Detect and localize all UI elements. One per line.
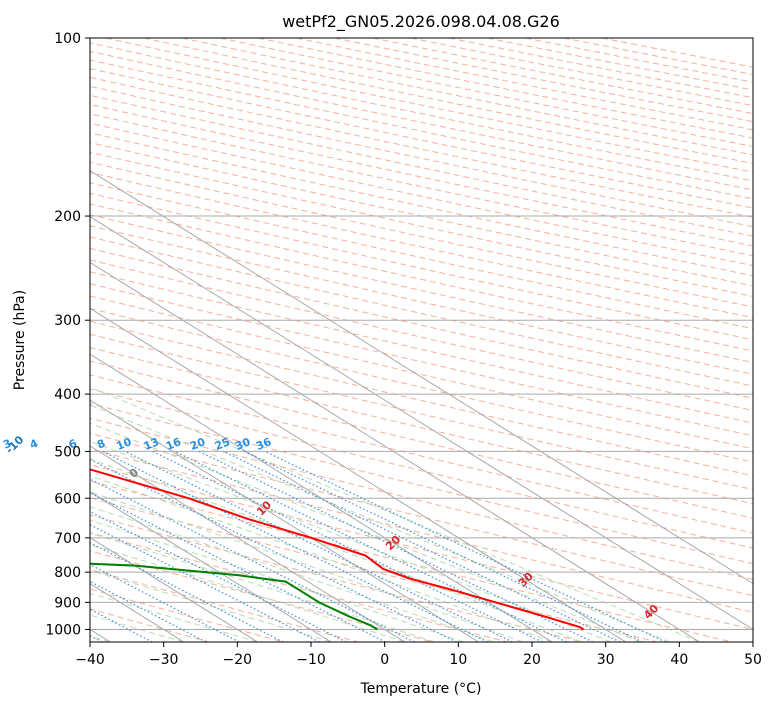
- dry-adiabat: [90, 247, 753, 399]
- dry-adiabat: [90, 588, 284, 642]
- plot-frame: [89, 37, 754, 643]
- y-tick-label: 800: [54, 565, 81, 581]
- moist-adiabat: [90, 491, 523, 642]
- dry-adiabat: [90, 192, 753, 341]
- x-tick-label: 30: [597, 652, 615, 668]
- mixing-ratio-line: [90, 458, 457, 642]
- x-tick-label: −20: [223, 652, 253, 668]
- mixing-ratio-label: 13: [142, 435, 161, 453]
- x-tick-label: 10: [449, 652, 467, 668]
- x-tick-label: −40: [75, 652, 105, 668]
- isotherm-line: [90, 307, 627, 642]
- mixing-ratio-line: [102, 450, 488, 642]
- isotherm-line: [90, 261, 700, 642]
- mixing-ratio-label: 8: [95, 437, 107, 452]
- dry-adiabat: [90, 550, 434, 642]
- dry-adiabat: [90, 532, 508, 642]
- x-tick-label: 50: [744, 652, 762, 668]
- x-tick-label: −10: [296, 652, 326, 668]
- y-tick-label: 300: [54, 313, 81, 329]
- isotherm-line: [90, 353, 553, 642]
- dry-adiabat: [90, 333, 753, 491]
- isotherm-line: [90, 215, 753, 631]
- x-tick-label: 40: [670, 652, 688, 668]
- y-tick-label: 500: [54, 444, 81, 460]
- plot-background: [90, 38, 753, 642]
- dry-adiabat: [90, 214, 753, 364]
- y-tick-label: 200: [54, 209, 81, 225]
- isotherm-line: [90, 399, 479, 642]
- mixing-ratio-label: 36: [254, 435, 273, 453]
- dry-adiabat: [90, 360, 753, 519]
- isotherm-line: [90, 491, 332, 642]
- mixing-ratio-line: [223, 450, 621, 642]
- dry-adiabat: [90, 271, 753, 424]
- mixing-ratio-label: 30: [233, 435, 252, 453]
- y-axis-label: Pressure (hPa): [12, 290, 28, 390]
- y-tick-label: 600: [54, 491, 81, 507]
- background-lines: [90, 38, 753, 642]
- dry-adiabat: [90, 203, 753, 352]
- mixing-ratio-label: 16: [164, 435, 183, 453]
- mixing-ratio-line: [125, 450, 513, 642]
- mixing-ratio-label: 10: [114, 435, 133, 453]
- moist-adiabat: [90, 519, 464, 642]
- moist-adiabat: [90, 404, 671, 642]
- moist-adiabat: [90, 440, 612, 642]
- mixing-ratio-line: [90, 635, 103, 642]
- x-tick-label: 0: [380, 652, 389, 668]
- isotherm-line: [90, 170, 753, 585]
- dry-adiabat: [90, 448, 753, 613]
- isotherm-line: [90, 445, 406, 642]
- mixing-ratio-label: 4: [28, 437, 40, 452]
- mixing-ratio-line: [90, 492, 386, 642]
- temperature-profile-line: [90, 468, 585, 631]
- y-tick-label: 900: [54, 595, 81, 611]
- mixing-ratio-line: [174, 450, 567, 642]
- moist-adiabat: [90, 593, 258, 642]
- dry-adiabat: [90, 464, 753, 631]
- y-tick-label: 400: [54, 387, 81, 403]
- moist-adiabat: [90, 458, 582, 642]
- mixing-ratio-label: 25: [213, 435, 232, 453]
- dry-adiabat: [90, 259, 753, 412]
- dry-adiabat: [90, 388, 753, 549]
- dry-adiabat: [90, 142, 753, 287]
- moist-adiabat: [90, 532, 435, 642]
- mixing-ratio-line: [90, 478, 415, 642]
- mixing-ratio-label: 20: [188, 435, 207, 453]
- moist-adiabat: [90, 475, 553, 642]
- dry-adiabat: [90, 402, 753, 565]
- y-tick-label: 100: [54, 31, 81, 47]
- x-tick-label: 20: [523, 652, 541, 668]
- moist-adiabat: [90, 386, 700, 642]
- x-tick-label: −30: [149, 652, 179, 668]
- moist-adiabat: [90, 422, 641, 642]
- axis-ticks: −40 −30 −20 −10 0 10 20 30 40 50 100 200 300 400 500 60…: [45, 31, 762, 668]
- x-axis-label: Temperature (°C): [360, 681, 482, 697]
- data-series: [90, 468, 585, 631]
- dry-adiabat: [90, 432, 753, 597]
- chart-title: wetPf2_GN05.2026.098.04.08.G26: [282, 12, 560, 32]
- dry-adiabat: [90, 182, 753, 330]
- mixing-ratio-label: 3: [1, 437, 13, 452]
- mixing-ratio-line: [90, 510, 347, 642]
- dewpoint-profile-line: [90, 562, 378, 631]
- dry-adiabat: [90, 569, 359, 642]
- y-tick-label: 700: [54, 531, 81, 547]
- isotherm-line: [90, 537, 258, 642]
- y-tick-label: 1000: [45, 622, 81, 638]
